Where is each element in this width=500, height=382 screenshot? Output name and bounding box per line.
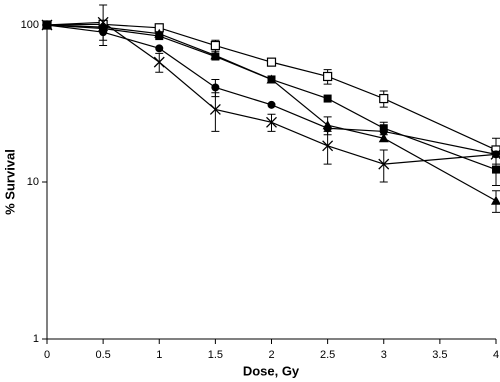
data-point	[209, 103, 221, 115]
x-axis-title: Dose, Gy	[243, 363, 300, 378]
y-tick-label: 1	[33, 333, 39, 345]
series-line	[46, 21, 497, 165]
series-line	[46, 24, 497, 171]
series-line	[46, 24, 497, 202]
series-line	[46, 23, 497, 151]
x-tick-label: 2.5	[320, 349, 335, 361]
data-point	[266, 74, 277, 84]
data-point	[154, 28, 165, 38]
data-point	[210, 40, 220, 51]
error-bar	[379, 149, 388, 183]
data-point	[98, 22, 109, 32]
x-tick-label: 3.5	[432, 349, 447, 361]
data-point	[41, 19, 53, 31]
data-point	[491, 195, 500, 205]
data-point	[211, 83, 220, 92]
x-tick-label: 1	[156, 349, 162, 361]
data-point	[267, 100, 276, 109]
data-point	[490, 148, 500, 160]
data-point	[323, 94, 332, 103]
data-point	[210, 50, 221, 60]
x-tick-label: 1.5	[208, 349, 223, 361]
series-line	[46, 24, 497, 155]
data-point	[266, 116, 277, 128]
data-point	[492, 165, 500, 174]
data-point	[323, 71, 333, 82]
x-tick-label: 2	[268, 349, 274, 361]
data-point	[97, 16, 109, 28]
data-point	[155, 44, 164, 53]
data-point	[379, 93, 389, 104]
data-point	[379, 127, 388, 136]
y-axis-title: % Survival	[2, 149, 17, 215]
x-tick-label: 3	[381, 349, 387, 361]
x-tick-label: 0.5	[95, 349, 110, 361]
y-tick-label: 100	[21, 19, 39, 31]
error-bar	[211, 92, 220, 132]
data-point	[266, 57, 277, 67]
x-tick-label: 0	[44, 349, 50, 361]
data-point	[378, 158, 390, 170]
y-tick-label: 10	[27, 176, 39, 188]
data-point	[153, 56, 165, 68]
data-point	[378, 133, 389, 143]
data-point	[323, 124, 332, 133]
data-point	[322, 140, 334, 152]
data-point	[99, 28, 108, 37]
x-tick-label: 4	[493, 349, 499, 361]
